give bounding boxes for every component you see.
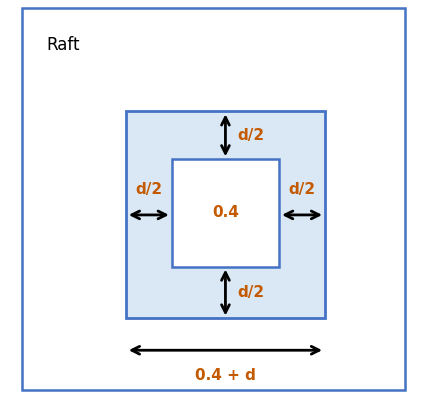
Text: d/2: d/2 bbox=[288, 182, 315, 197]
Text: Raft: Raft bbox=[46, 36, 80, 54]
Bar bbox=[171, 159, 279, 267]
Text: 0.4: 0.4 bbox=[211, 205, 238, 220]
Text: d/2: d/2 bbox=[237, 285, 264, 300]
Text: d/2: d/2 bbox=[135, 182, 162, 197]
Text: d/2: d/2 bbox=[237, 128, 264, 143]
Bar bbox=[126, 111, 324, 318]
Text: 0.4 + d: 0.4 + d bbox=[195, 368, 255, 383]
